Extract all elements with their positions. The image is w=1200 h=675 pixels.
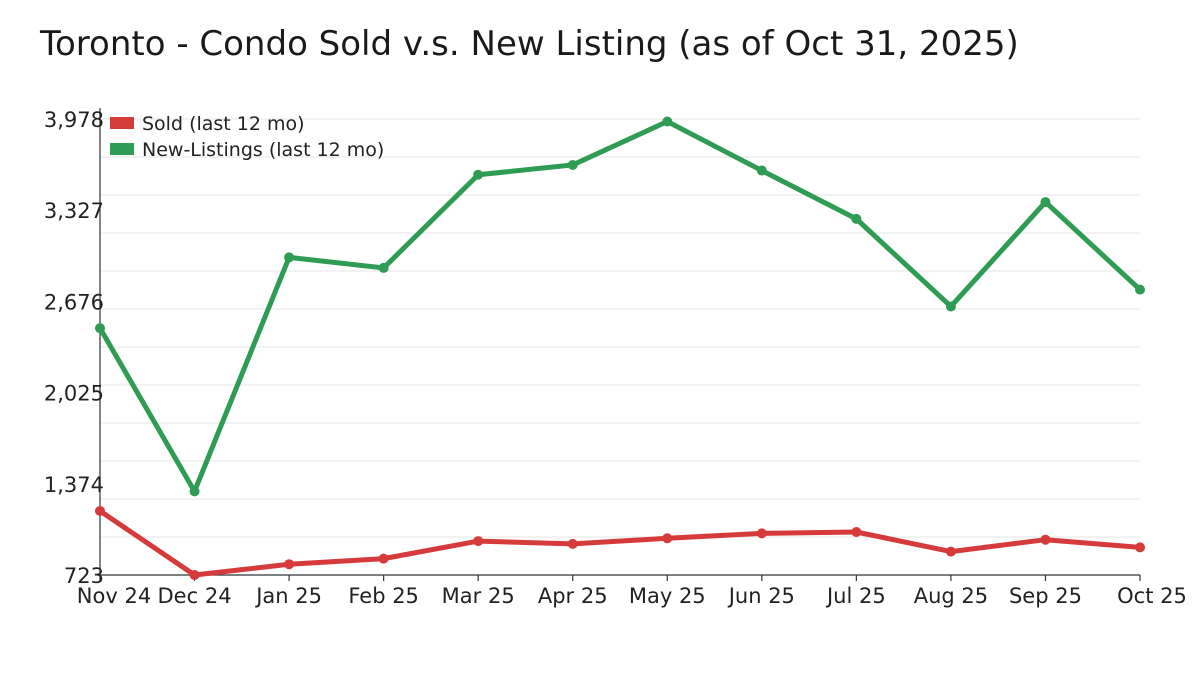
y-tick-labels: 3,978 3,327 2,676 2,025 1,374 723 bbox=[44, 108, 104, 588]
data-point[interactable] bbox=[473, 536, 484, 547]
legend-item[interactable]: Sold (last 12 mo) bbox=[110, 113, 305, 135]
series-1 bbox=[95, 116, 1145, 497]
data-point[interactable] bbox=[1040, 197, 1051, 208]
series-lines bbox=[95, 116, 1145, 580]
chart-title: Toronto - Condo Sold v.s. New Listing (a… bbox=[40, 24, 1019, 64]
legend-swatch bbox=[110, 117, 134, 129]
x-tick-labels: Nov 24 Dec 24 Jan 25 Feb 25 Mar 25 Apr 25 May … bbox=[77, 584, 1187, 608]
x-tick-label: May 25 bbox=[629, 584, 706, 608]
data-point[interactable] bbox=[756, 528, 767, 539]
data-point[interactable] bbox=[945, 301, 956, 312]
data-point[interactable] bbox=[1040, 534, 1051, 545]
data-point[interactable] bbox=[284, 559, 295, 570]
legend-swatch bbox=[110, 143, 134, 155]
series-line bbox=[97, 508, 1143, 578]
data-point[interactable] bbox=[95, 323, 105, 334]
data-point[interactable] bbox=[473, 169, 484, 180]
x-tick-label: Jun 25 bbox=[727, 584, 795, 608]
x-tick-label: Jul 25 bbox=[825, 584, 886, 608]
data-point[interactable] bbox=[945, 546, 956, 557]
y-tick-label: 3,978 bbox=[44, 108, 104, 132]
x-tick-label: Sep 25 bbox=[1009, 584, 1082, 608]
data-point[interactable] bbox=[567, 159, 578, 170]
data-point[interactable] bbox=[95, 505, 105, 516]
data-point[interactable] bbox=[851, 213, 862, 224]
x-tick-label: Oct 25 bbox=[1117, 584, 1187, 608]
x-tick-label: Mar 25 bbox=[442, 584, 515, 608]
data-point[interactable] bbox=[378, 262, 389, 273]
x-tick-label: Dec 24 bbox=[158, 584, 232, 608]
series-0 bbox=[95, 505, 1145, 580]
axes bbox=[99, 108, 1141, 581]
data-point[interactable] bbox=[1135, 284, 1145, 295]
x-tick-label: Feb 25 bbox=[348, 584, 419, 608]
legend[interactable]: Sold (last 12 mo) New-Listings (last 12 m… bbox=[110, 113, 384, 161]
y-tick-label: 3,327 bbox=[44, 199, 104, 223]
y-tick-label: 723 bbox=[64, 564, 104, 588]
legend-label: Sold (last 12 mo) bbox=[142, 113, 305, 135]
data-point[interactable] bbox=[189, 486, 200, 497]
series-line bbox=[97, 119, 1143, 494]
data-point[interactable] bbox=[756, 165, 767, 176]
grid-lines bbox=[100, 118, 1140, 538]
data-point[interactable] bbox=[851, 526, 862, 537]
y-tick-label: 2,025 bbox=[44, 382, 104, 406]
y-tick-label: 1,374 bbox=[44, 473, 104, 497]
data-point[interactable] bbox=[284, 252, 295, 263]
x-tick-label: Jan 25 bbox=[254, 584, 322, 608]
legend-item[interactable]: New-Listings (last 12 mo) bbox=[110, 139, 384, 161]
data-point[interactable] bbox=[567, 538, 578, 549]
data-point[interactable] bbox=[378, 553, 389, 564]
legend-label: New-Listings (last 12 mo) bbox=[142, 139, 384, 161]
x-tick-label: Nov 24 bbox=[77, 584, 151, 608]
x-tick-label: Aug 25 bbox=[914, 584, 988, 608]
x-tick-label: Apr 25 bbox=[538, 584, 608, 608]
y-tick-label: 2,676 bbox=[44, 290, 104, 314]
data-point[interactable] bbox=[189, 570, 200, 580]
data-point[interactable] bbox=[1135, 542, 1145, 553]
data-point[interactable] bbox=[662, 116, 673, 127]
data-point[interactable] bbox=[662, 533, 673, 544]
